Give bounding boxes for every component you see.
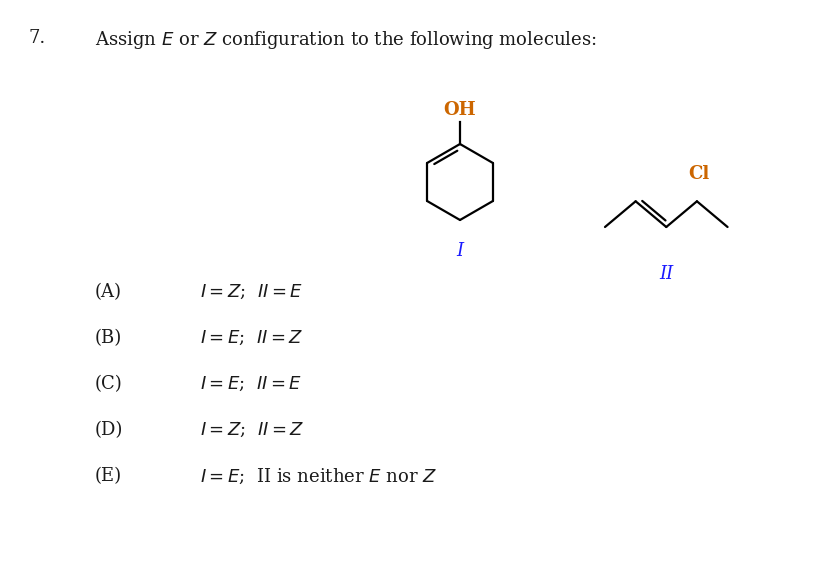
Text: (E): (E) (95, 467, 122, 485)
Text: (C): (C) (95, 375, 123, 393)
Text: $I = Z$;  $II = E$: $I = Z$; $II = E$ (200, 283, 304, 301)
Text: (A): (A) (95, 283, 122, 301)
Text: $I = E$;  II is neither $E$ nor $Z$: $I = E$; II is neither $E$ nor $Z$ (200, 466, 437, 486)
Text: OH: OH (444, 101, 476, 119)
Text: (B): (B) (95, 329, 122, 347)
Text: $I = E$;  $II = Z$: $I = E$; $II = Z$ (200, 329, 304, 347)
Text: 7.: 7. (28, 29, 46, 47)
Text: $I = Z$;  $II = Z$: $I = Z$; $II = Z$ (200, 421, 304, 439)
Text: II: II (659, 265, 673, 283)
Text: I: I (457, 242, 463, 260)
Text: $I = E$;  $II = E$: $I = E$; $II = E$ (200, 375, 302, 393)
Text: Cl: Cl (689, 165, 710, 183)
Text: Assign $E$ or $Z$ configuration to the following molecules:: Assign $E$ or $Z$ configuration to the f… (95, 29, 597, 51)
Text: (D): (D) (95, 421, 124, 439)
